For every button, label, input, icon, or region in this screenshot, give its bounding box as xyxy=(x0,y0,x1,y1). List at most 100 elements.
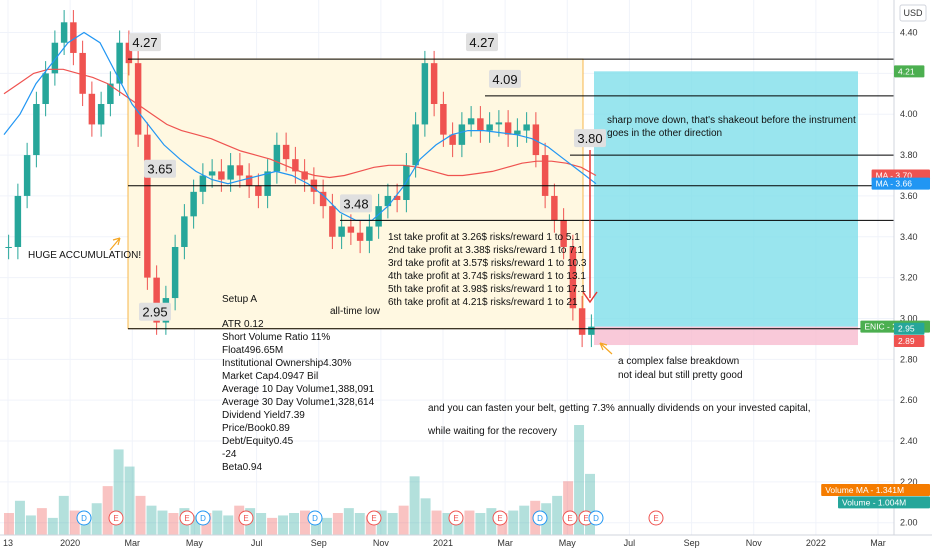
currency-box[interactable] xyxy=(899,4,927,22)
candle-body xyxy=(430,63,438,105)
volume-bar xyxy=(563,481,574,535)
price-badge xyxy=(894,65,925,78)
shakeout-text-1: sharp move down, that's shakeout before … xyxy=(607,115,856,126)
level-callout-text: 4.09 xyxy=(492,72,517,87)
volume-bar xyxy=(69,510,80,535)
event-marker xyxy=(195,510,211,526)
time-tick: Mar xyxy=(497,538,513,548)
candle-body xyxy=(236,165,244,176)
take-profit-2: 2nd take profit at 3.38$ risks/reward 1 … xyxy=(388,245,584,256)
volume-bar xyxy=(267,517,278,535)
volume-bar xyxy=(420,498,431,535)
candle-body xyxy=(338,226,345,237)
candle-body xyxy=(578,308,586,335)
stat-price-book: Price/Book0.89 xyxy=(222,423,290,434)
currency-label: USD xyxy=(903,8,923,18)
candle-body xyxy=(23,155,31,196)
candle-body xyxy=(541,155,549,196)
candle-body xyxy=(282,144,290,160)
candle-body xyxy=(245,175,253,186)
take-profit-1: 1st take profit at 3.26$ risks/reward 1 … xyxy=(388,232,580,243)
candle-body xyxy=(70,22,77,53)
candle-body xyxy=(467,118,475,125)
volume-bar xyxy=(146,505,157,535)
candle-body xyxy=(33,104,40,156)
price-badge xyxy=(894,322,925,335)
event-marker-label: E xyxy=(113,514,118,523)
volume-bar xyxy=(343,508,354,535)
volume-bar xyxy=(256,513,267,535)
level-callout-text: 3.80 xyxy=(577,131,602,146)
level-callout-text: 4.27 xyxy=(469,35,494,50)
event-marker xyxy=(588,510,604,526)
candle-body xyxy=(171,246,179,299)
candle-body xyxy=(551,195,558,221)
candle-body xyxy=(51,42,59,74)
time-axis[interactable]: 13 2020 Mar May Jul Sep Nov 2021 Mar May Jul Sep Nov… xyxy=(0,534,932,548)
price-tick: 2.40 xyxy=(900,436,918,446)
candle-body xyxy=(560,220,567,247)
moving-averages xyxy=(3,31,597,221)
event-marker xyxy=(492,510,508,526)
time-tick: May xyxy=(186,538,204,548)
volume-bar xyxy=(552,495,563,535)
event-marker-label: E xyxy=(371,514,376,523)
dividend-text-1: and you can fasten your belt, getting 7.… xyxy=(428,403,810,414)
take-profit-5: 5th take profit at 3.98$ risks/reward 1 … xyxy=(388,284,586,295)
time-tick: 2022 xyxy=(806,538,826,548)
time-tick: 13 xyxy=(3,538,13,548)
stat-debt-equity: Debt/Equity0.45 xyxy=(222,436,294,447)
level-callout-box xyxy=(340,194,372,213)
price-badge-text: 2.89 xyxy=(898,336,915,346)
time-tick: Mar xyxy=(870,538,886,548)
time-tick: 2020 xyxy=(60,538,80,548)
setup-label: Setup A xyxy=(222,294,257,305)
price-axis[interactable]: 4.404.204.003.803.603.403.203.002.802.60… xyxy=(893,0,918,535)
level-lines[interactable] xyxy=(128,58,894,330)
price-badge-text: MA - 3.70 xyxy=(876,170,913,180)
volume-bar xyxy=(135,495,146,535)
candle-body xyxy=(449,134,456,145)
event-marker-label: D xyxy=(200,514,206,523)
candle-body xyxy=(440,104,447,135)
event-marker xyxy=(648,510,664,526)
volume-bar xyxy=(168,513,179,535)
false-breakdown-text-1: a complex false breakdown xyxy=(618,356,739,367)
event-marker xyxy=(562,510,578,526)
volume-bar xyxy=(212,510,223,535)
price-badge-text: Volume MA - 1.341M xyxy=(825,485,904,495)
level-callout-box xyxy=(129,33,161,52)
candle-body xyxy=(532,124,540,156)
candle-body xyxy=(153,277,160,323)
candle-body xyxy=(199,175,207,192)
candle-body xyxy=(14,195,22,247)
level-callout-text: 2.95 xyxy=(142,305,167,320)
event-marker-label: E xyxy=(653,514,658,523)
price-badge-text: ENIC - 2.96 xyxy=(864,322,909,332)
candle-body xyxy=(181,216,188,247)
volume-bar xyxy=(278,515,289,535)
price-badge xyxy=(821,484,930,497)
volume-bar xyxy=(332,513,343,535)
price-tick: 2.80 xyxy=(900,354,918,364)
event-marker-label: D xyxy=(593,514,599,523)
volume-bar xyxy=(464,510,475,535)
candle-body xyxy=(273,144,281,172)
range-box xyxy=(127,58,584,330)
shakeout-text-2: goes in the other direction xyxy=(607,128,722,139)
candle-body xyxy=(116,42,123,84)
level-labels: 4.27 4.27 4.09 3.80 3.65 3.48 2.95 xyxy=(129,33,606,321)
candle-body xyxy=(347,226,355,233)
volume-bar xyxy=(4,513,14,535)
accumulation-arrow xyxy=(109,237,121,251)
candle-body xyxy=(319,191,327,207)
time-tick: May xyxy=(559,538,577,548)
candle-body xyxy=(125,42,133,64)
volume-bar xyxy=(376,510,387,535)
event-marker-label: D xyxy=(81,514,87,523)
time-tick: Sep xyxy=(311,538,327,548)
time-tick: 2021 xyxy=(433,538,453,548)
candle-body xyxy=(375,206,382,227)
